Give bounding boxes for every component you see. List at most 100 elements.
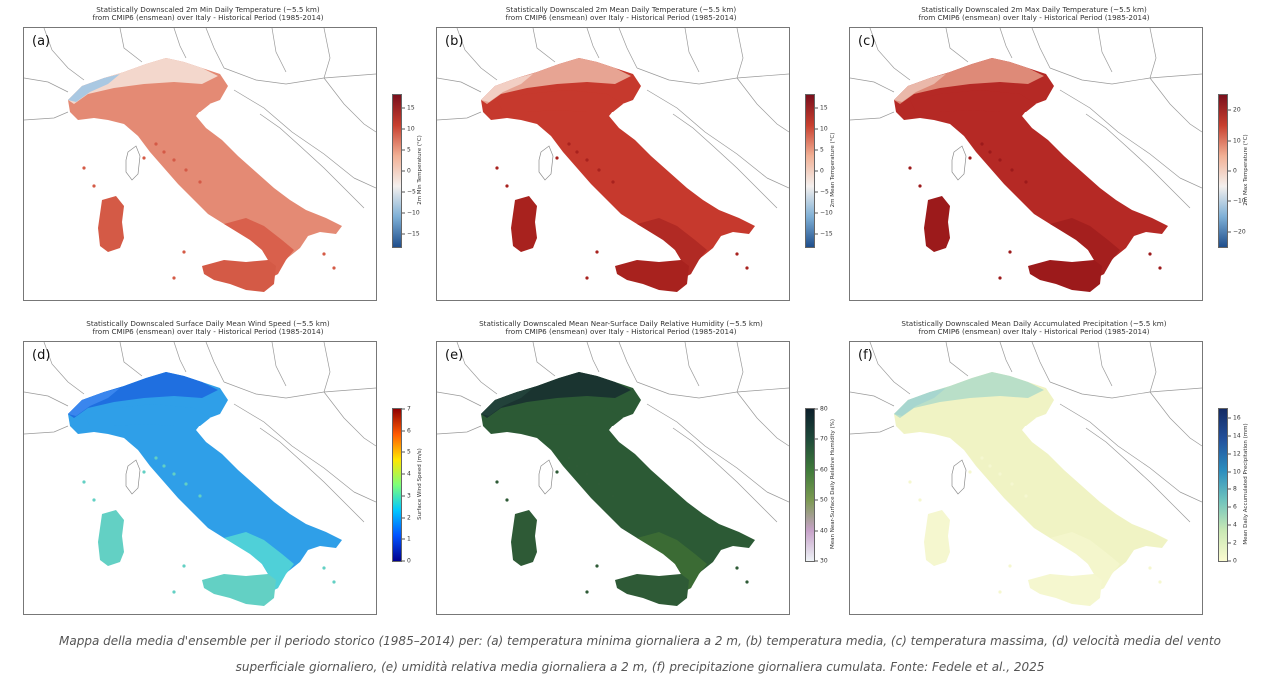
map-panel-c: Statistically Downscaled 2m Max Daily Te…	[844, 6, 1250, 310]
map-frame: (d)	[23, 341, 377, 615]
colorbar-tick-label: 15	[402, 104, 415, 111]
italy-map	[437, 342, 789, 606]
colorbar-label-text: Mean Near-Surface Daily Relative Humidit…	[830, 419, 836, 549]
colorbar-tick-label: −10	[402, 210, 420, 217]
colorbar-tick-label: 4	[402, 471, 411, 478]
country-border	[1097, 28, 1113, 73]
colorbar-tick-label: 8	[1228, 486, 1237, 493]
sicily	[1028, 260, 1102, 292]
small-island	[918, 184, 922, 188]
small-island	[162, 464, 166, 468]
small-island	[735, 566, 739, 570]
southern-italy-region	[224, 218, 294, 278]
country-border	[271, 342, 287, 387]
alpine-region	[894, 372, 1044, 418]
map-frame: (b)	[436, 27, 790, 301]
colorbar-ticks: 80 70 60 50 40 30	[815, 406, 833, 565]
western-alps-region	[894, 74, 946, 102]
small-island	[1008, 250, 1012, 254]
panel-label: (e)	[445, 348, 464, 363]
country-border	[271, 28, 287, 73]
colorbar-tick-label: 60	[815, 466, 828, 473]
country-border	[1179, 491, 1202, 503]
small-island	[322, 252, 326, 256]
colorbar-tick-label: −10	[1228, 198, 1246, 205]
panel-label: (b)	[445, 34, 464, 49]
corsica	[951, 459, 967, 495]
italy-map	[24, 28, 376, 292]
colorbar-tick-label: −5	[815, 189, 829, 196]
small-island	[92, 184, 96, 188]
small-island	[745, 580, 749, 584]
country-border	[618, 342, 638, 383]
small-island	[495, 166, 499, 170]
small-island	[988, 464, 992, 468]
italy-map	[437, 28, 789, 292]
colorbar-tick-label: −15	[402, 231, 420, 238]
panel-title: Statistically Downscaled 2m Max Daily Te…	[918, 5, 1150, 22]
country-border	[119, 28, 143, 63]
country-border	[869, 342, 911, 395]
country-border	[119, 342, 143, 377]
corsica	[125, 145, 141, 181]
colorbar-tick-label: −10	[815, 210, 833, 217]
colorbar-tick-label: 80	[815, 406, 828, 413]
country-border	[850, 425, 895, 435]
colorbar	[392, 94, 402, 248]
colorbar-tick-label: −15	[815, 231, 833, 238]
colorbar-label-text: 2m Max Temperature (°C)	[1243, 134, 1249, 206]
colorbar-tick-label: 20	[1228, 107, 1241, 114]
small-island	[575, 150, 579, 154]
small-island	[585, 276, 589, 280]
small-island	[92, 498, 96, 502]
colorbar-label-text: Surface Wind Speed (m/s)	[417, 448, 423, 520]
map-frame: (c)	[849, 27, 1203, 301]
colorbar-tick-label: 0	[815, 168, 824, 175]
small-island	[1024, 494, 1028, 498]
southern-italy-region	[224, 532, 294, 592]
colorbar-tick-label: 50	[815, 497, 828, 504]
small-island	[918, 498, 922, 502]
colorbar	[1218, 94, 1228, 248]
panel-title: Statistically Downscaled Mean Near-Surfa…	[479, 319, 763, 336]
italy-mainland	[68, 372, 342, 592]
country-border	[646, 89, 768, 179]
sicily	[202, 260, 276, 292]
colorbar	[1218, 408, 1228, 562]
colorbar-label-text: 2m Min Temperature (°C)	[417, 135, 423, 205]
sardinia	[511, 196, 537, 252]
western-alps-region	[68, 74, 120, 102]
small-island	[998, 590, 1002, 594]
country-border	[850, 111, 895, 121]
small-island	[597, 482, 601, 486]
colorbar-tick-label: 6	[1228, 504, 1237, 511]
colorbar-tick-label: 14	[1228, 432, 1241, 439]
country-border	[766, 491, 789, 503]
small-island	[162, 150, 166, 154]
italy-map	[850, 28, 1202, 292]
country-border	[736, 342, 744, 393]
small-island	[1148, 566, 1152, 570]
country-border	[173, 28, 187, 59]
country-border	[259, 113, 365, 209]
sicily	[615, 260, 689, 292]
small-island	[595, 250, 599, 254]
country-border	[736, 391, 789, 447]
map-panel-f: Statistically Downscaled Mean Daily Accu…	[844, 320, 1250, 624]
country-border	[259, 427, 365, 523]
country-border	[636, 381, 789, 399]
small-island	[567, 142, 571, 146]
panel-label: (c)	[858, 34, 876, 49]
small-island	[332, 266, 336, 270]
small-island	[82, 480, 86, 484]
country-border	[437, 111, 482, 121]
small-island	[198, 180, 202, 184]
country-border	[24, 111, 69, 121]
small-island	[1024, 180, 1028, 184]
country-border	[205, 342, 225, 383]
country-border	[437, 77, 482, 93]
country-border	[646, 403, 768, 493]
colorbar-tick-label: 16	[1228, 414, 1241, 421]
country-border	[323, 28, 331, 79]
panel-title: Statistically Downscaled 2m Min Daily Te…	[92, 5, 324, 22]
